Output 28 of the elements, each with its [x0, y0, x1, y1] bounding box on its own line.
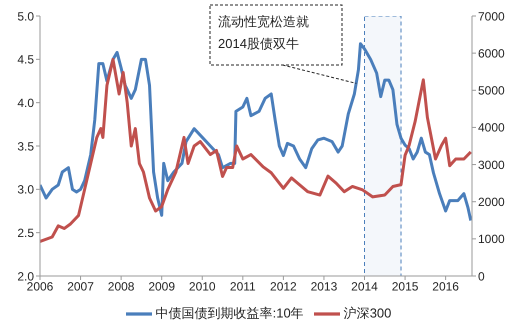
- x-tick-label: 2011: [230, 280, 256, 294]
- y2-tick-label: 5000: [478, 84, 506, 98]
- y-tick-label: 4.5: [17, 52, 34, 67]
- y2-tick-label: 0: [478, 269, 485, 284]
- legend-label: 沪深300: [344, 305, 392, 320]
- y-tick-label: 4.0: [17, 96, 34, 110]
- y-tick-label: 3.0: [17, 182, 34, 197]
- y-tick-label: 2.5: [17, 226, 34, 240]
- annotation: 流动性宽松造就 2014股债双牛: [218, 14, 309, 51]
- y2-tick-label: 1000: [478, 232, 506, 246]
- x-tick-label: 2015: [392, 280, 419, 294]
- legend-label: 中债国债到期收益率:10年: [156, 305, 304, 320]
- x-tick-label: 2014: [351, 280, 378, 294]
- x-tick-label: 2012: [270, 280, 298, 294]
- y2-tick-label: 7000: [478, 9, 506, 24]
- line-series: [40, 58, 472, 243]
- y2-tick-label: 3000: [478, 158, 506, 172]
- x-tick-label: 2016: [432, 280, 460, 294]
- y2-tick-label: 4000: [478, 120, 506, 135]
- x-tick-label: 2010: [188, 280, 216, 294]
- y-tick-label: 3.5: [17, 139, 34, 154]
- x-tick-label: 2007: [67, 280, 94, 294]
- y2-tick-label: 6000: [478, 46, 506, 60]
- y-tick-label: 5.0: [17, 9, 34, 24]
- x-tick-label: 2013: [310, 280, 338, 294]
- y2-tick-label: 2000: [478, 194, 506, 209]
- x-tick-label: 2008: [108, 280, 135, 294]
- x-tick-label: 2009: [148, 280, 176, 294]
